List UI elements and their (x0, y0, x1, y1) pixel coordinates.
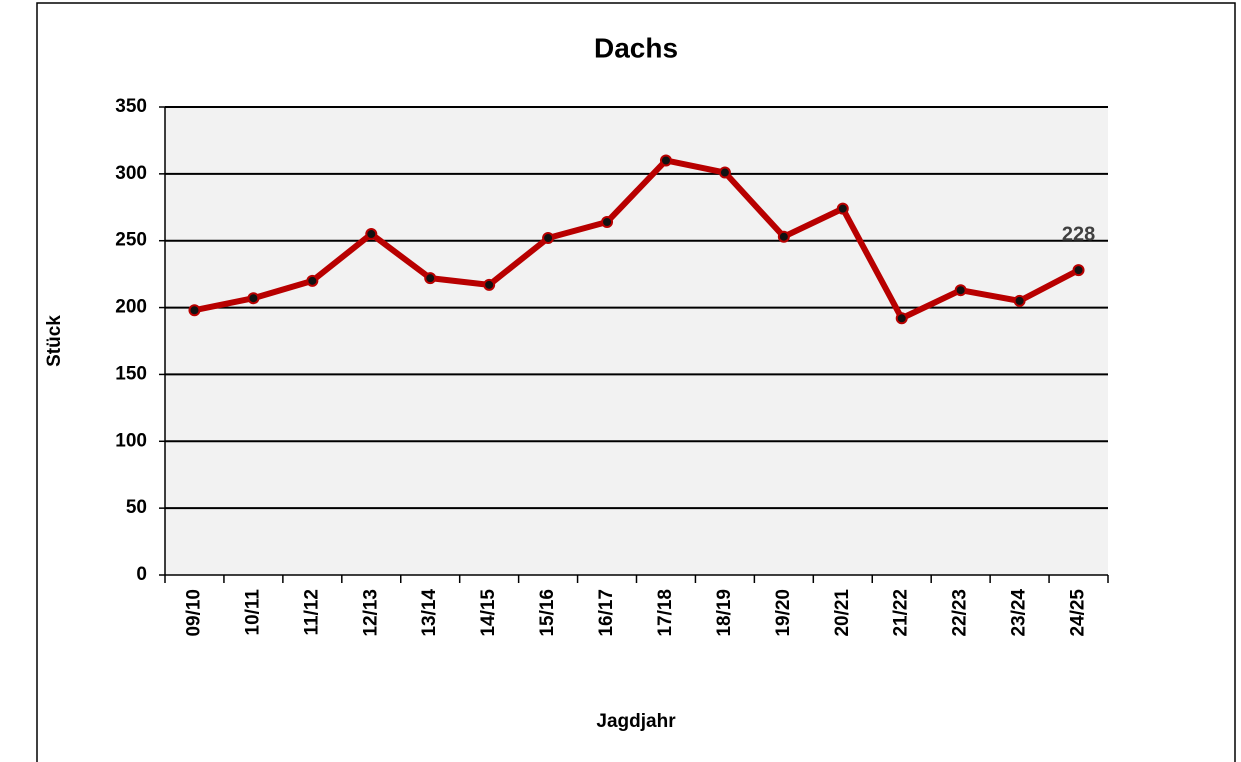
y-tick-label: 250 (115, 230, 147, 251)
x-tick-label: 22/23 (950, 589, 971, 637)
x-tick-label: 14/15 (478, 589, 499, 637)
y-tick-label: 100 (115, 430, 147, 451)
y-tick-label: 300 (115, 163, 147, 184)
data-point (956, 285, 966, 295)
y-tick-label: 350 (115, 96, 147, 117)
x-tick-label: 09/10 (183, 589, 204, 637)
x-tick-label: 16/17 (596, 589, 617, 637)
y-tick-label: 50 (126, 497, 147, 518)
y-tick-label: 0 (136, 564, 147, 585)
data-point (189, 305, 199, 315)
data-point (661, 155, 671, 165)
x-tick-label: 24/25 (1068, 589, 1089, 637)
x-tick-label: 10/11 (242, 589, 263, 636)
data-point (484, 280, 494, 290)
data-point (720, 168, 730, 178)
data-point (602, 217, 612, 227)
y-tick-label: 200 (115, 297, 147, 318)
x-tick-label: 11/12 (301, 589, 322, 636)
data-point (543, 233, 553, 243)
data-point (307, 276, 317, 286)
data-point (248, 293, 258, 303)
y-tick-label: 150 (115, 363, 147, 384)
x-tick-label: 19/20 (773, 589, 794, 637)
plot-area (165, 107, 1108, 575)
x-tick-label: 23/24 (1009, 589, 1030, 637)
data-point (1074, 265, 1084, 275)
x-tick-label: 12/13 (360, 589, 381, 637)
data-label: 228 (1062, 223, 1095, 245)
x-axis-title: Jagdjahr (596, 711, 676, 732)
x-tick-label: 20/21 (832, 589, 853, 637)
data-point (897, 313, 907, 323)
data-point (838, 204, 848, 214)
data-point (366, 229, 376, 239)
x-tick-label: 15/16 (537, 589, 558, 637)
x-tick-label: 18/19 (714, 589, 735, 637)
chart-title: Dachs (594, 32, 678, 63)
x-tick-label: 21/22 (891, 589, 912, 637)
page: Dachs Jagdjahr Stück 0 50 100 150 200 250 300 3… (0, 0, 1241, 762)
chart: Dachs Jagdjahr Stück 0 50 100 150 200 250 300 3… (0, 0, 1241, 762)
x-tick-label: 17/18 (655, 589, 676, 637)
data-point (425, 273, 435, 283)
x-tick-label: 13/14 (419, 589, 440, 637)
data-point (1015, 296, 1025, 306)
y-axis-title: Stück (44, 315, 65, 367)
data-point (779, 232, 789, 242)
